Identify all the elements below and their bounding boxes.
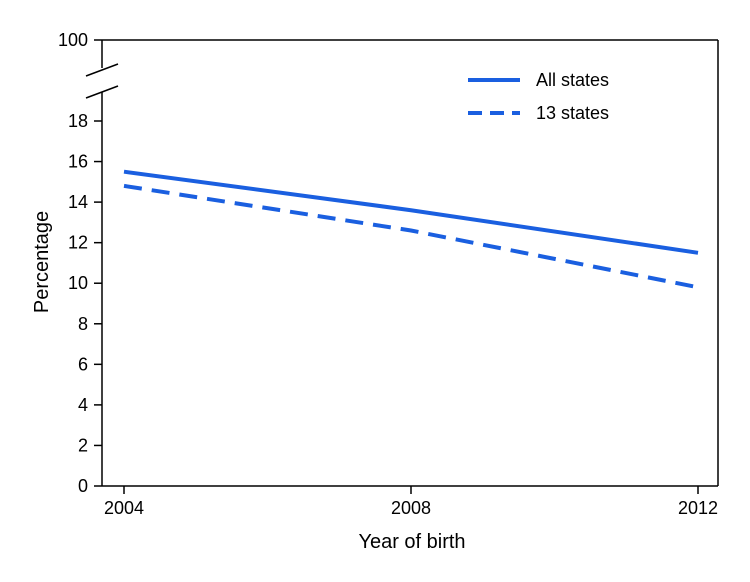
y-tick-label: 8 xyxy=(78,314,88,334)
y-tick-label: 2 xyxy=(78,435,88,455)
legend-label: All states xyxy=(536,70,609,90)
x-tick-label: 2004 xyxy=(104,498,144,518)
series-line-2 xyxy=(123,183,699,290)
x-tick-label: 2008 xyxy=(391,498,431,518)
y-tick-label: 0 xyxy=(78,476,88,496)
y-tick-label: 4 xyxy=(78,395,88,415)
tick-group: 100 0 2 4 6 8 10 12 14 16 18 2004 2008 2012 xyxy=(58,30,718,518)
y-tick-label: 14 xyxy=(68,192,88,212)
y-tick-label: 12 xyxy=(68,233,88,253)
y-axis-label: Percentage xyxy=(31,211,53,313)
axis-break-mark xyxy=(85,85,119,99)
x-tick-label: 2012 xyxy=(678,498,718,518)
y-tick-label: 6 xyxy=(78,354,88,374)
legend: All states 13 states xyxy=(468,70,609,123)
x-axis-label: Year of birth xyxy=(358,531,465,553)
axis-break-mark xyxy=(85,63,119,77)
y-tick-label: 18 xyxy=(68,111,88,131)
y-tick-label: 100 xyxy=(58,30,88,50)
y-tick-label: 16 xyxy=(68,152,88,172)
y-tick-label: 10 xyxy=(68,273,88,293)
legend-label: 13 states xyxy=(536,103,609,123)
axes xyxy=(85,39,719,487)
series-group xyxy=(123,169,699,290)
series-line-1 xyxy=(123,169,699,255)
